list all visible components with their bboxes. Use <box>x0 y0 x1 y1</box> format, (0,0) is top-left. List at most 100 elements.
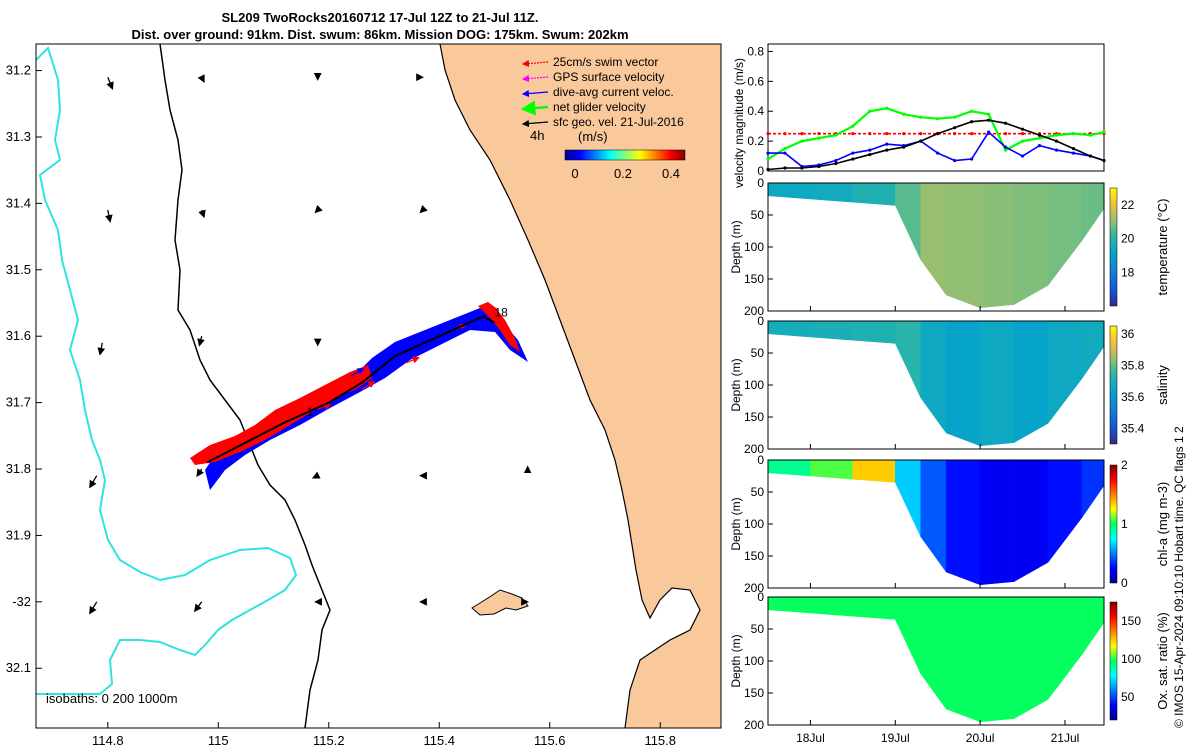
isobath-0m <box>439 44 701 728</box>
velocity-point <box>1003 145 1008 149</box>
section-column <box>852 182 896 206</box>
velocity-point <box>834 133 838 137</box>
isobath-label: isobaths: 0 200 1000m <box>46 691 178 706</box>
speed-colorbar-ticks: 0 0.2 0.4 <box>571 166 680 181</box>
velocity-point <box>868 148 872 152</box>
section-ytick-label: 200 <box>744 581 764 595</box>
map-xtick-label: 115.2 <box>313 733 345 748</box>
section-colorbar-tick: 22 <box>1121 198 1135 212</box>
velocity-point <box>953 132 957 136</box>
section-colorbar-tick: 50 <box>1121 690 1135 704</box>
map-ytick-label: 31.9 <box>6 527 31 542</box>
track-label: 1 <box>307 405 314 419</box>
velocity-point <box>817 136 821 140</box>
section-ylabel: Depth (m) <box>729 358 743 411</box>
velocity-point <box>987 130 991 134</box>
velocity-point <box>902 132 906 136</box>
velocity-axes: 0 0.2 0.4 0.6 0.8 <box>747 44 773 178</box>
velocity-point <box>1037 144 1042 148</box>
speed-colorbar-tick: 0.2 <box>614 166 632 181</box>
time-axis-label: 18Jul <box>796 731 825 745</box>
section-colorbar-label: salinity <box>1155 365 1170 405</box>
map-ytick-label: 31.3 <box>6 129 31 144</box>
section-column <box>979 596 1015 723</box>
velocity-point <box>936 151 940 155</box>
velocity-ytick-label: 0.4 <box>747 104 764 118</box>
geo-velocity-vector <box>311 471 321 479</box>
velocity-point <box>1088 133 1093 137</box>
velocity-point <box>783 132 787 136</box>
velocity-point <box>817 164 821 169</box>
section-colorbar <box>1109 601 1118 721</box>
section-colorbar-tick: 20 <box>1121 232 1135 246</box>
velocity-point <box>1054 133 1059 137</box>
speed-colorbar <box>564 149 686 161</box>
velocity-frame <box>767 43 1105 172</box>
current-vector <box>461 323 473 331</box>
velocity-point <box>817 132 821 136</box>
legend-swatch <box>521 89 549 98</box>
section-colorbar-label: temperature (°C) <box>1155 199 1170 296</box>
section-column <box>810 182 854 203</box>
section-ytick-label: 200 <box>744 442 764 456</box>
velocity-ytick-label: 0.8 <box>747 44 764 58</box>
velocity-point <box>953 115 957 119</box>
map-panel: 18 1 114.8 115 115.2 115.4 115.6 115.8 31.2 31.3… <box>6 43 722 748</box>
section-colorbar-tick: 0 <box>1121 576 1128 590</box>
velocity-point <box>953 158 957 163</box>
legend-label: net glider velocity <box>553 100 646 114</box>
time-axis-label: 19Jul <box>881 731 910 745</box>
section-ytick-label: 0 <box>757 176 764 190</box>
swim-vector <box>405 356 420 364</box>
velocity-ytick-label: 0 <box>757 164 764 178</box>
time-axis-label: 20Jul <box>966 731 995 745</box>
velocity-ytick-label: 0.2 <box>747 134 764 148</box>
velocity-point <box>800 132 804 136</box>
speed-colorbar-tick: 0 <box>571 166 578 181</box>
map-ytick-label: -32 <box>12 594 31 609</box>
section-ytick-label: 0 <box>757 453 764 467</box>
section-column <box>979 459 1015 586</box>
glider-track-red-band <box>190 365 372 465</box>
section-colorbar-tick: 35.6 <box>1121 390 1145 404</box>
geo-velocity-vector <box>105 209 113 223</box>
section-colorbar-tick: 1 <box>1121 517 1128 531</box>
section-colorbar-label: chl-a (mg m-3) <box>1155 482 1170 567</box>
legend-label: 25cm/s swim vector <box>553 55 658 69</box>
land-area <box>440 44 721 728</box>
geo-velocity-vector <box>419 204 428 214</box>
legend-swatch <box>521 74 549 83</box>
velocity-point <box>1054 148 1059 152</box>
isobath-island-outline <box>471 589 529 616</box>
section-ytick-label: 150 <box>744 549 764 563</box>
map-frame <box>35 43 722 729</box>
velocity-point <box>1071 151 1076 155</box>
section-colorbar-tick: 35.4 <box>1121 421 1145 435</box>
velocity-point <box>800 139 804 143</box>
isobath-1000m <box>36 46 298 695</box>
section-ytick-label: 100 <box>744 378 764 392</box>
section-column <box>810 596 854 617</box>
velocity-point <box>783 151 787 155</box>
section-column <box>1013 459 1049 583</box>
velocity-point <box>1020 139 1025 143</box>
velocity-point <box>766 151 770 155</box>
section-colorbar-tick: 18 <box>1121 265 1135 279</box>
velocity-point <box>970 132 974 136</box>
velocity-point <box>868 152 872 157</box>
velocity-point <box>902 145 906 149</box>
current-vector <box>350 367 365 377</box>
velocity-point <box>1054 139 1059 143</box>
glider-track-line <box>206 315 496 464</box>
section-colorbar-tick: 100 <box>1121 652 1141 666</box>
swim-vector <box>262 423 277 430</box>
section-ytick-label: 50 <box>751 485 765 499</box>
section-colorbar <box>1109 325 1118 445</box>
geo-velocity-vector <box>196 468 204 478</box>
velocity-point <box>936 117 940 121</box>
section-ytick-label: 0 <box>757 314 764 328</box>
map-xtick-label: 115.8 <box>644 733 676 748</box>
figure-subtitle: Dist. over ground: 91km. Dist. swum: 86k… <box>131 27 629 42</box>
